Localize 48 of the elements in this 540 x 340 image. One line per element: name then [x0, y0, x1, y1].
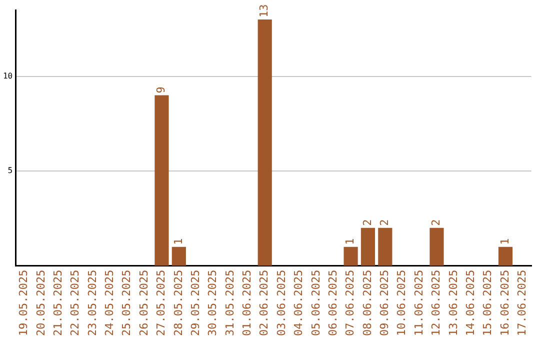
y-tick-label: 10 [2, 71, 13, 80]
x-tick-label: 23.05.2025 [86, 270, 99, 336]
x-tick-label: 04.06.2025 [292, 270, 306, 336]
x-tick-label: 26.05.2025 [137, 270, 150, 336]
data-label: 1 [498, 238, 512, 245]
x-tick-label: 08.06.2025 [360, 270, 374, 336]
x-tick-label: 25.05.2025 [120, 270, 134, 336]
x-tick-label: 03.06.2025 [274, 270, 288, 336]
x-tick-label: 30.05.2025 [206, 270, 220, 336]
bar [378, 228, 392, 266]
x-tick-label: 09.06.2025 [378, 270, 392, 336]
x-tick-label: 29.05.2025 [188, 270, 202, 336]
x-tick-label: 13.06.2025 [446, 270, 460, 336]
x-tick-label: 02.06.2025 [258, 270, 271, 336]
x-tick-label: 14.06.2025 [464, 270, 477, 336]
x-tick-label: 27.05.2025 [154, 270, 168, 336]
x-tick-label: 21.05.2025 [51, 270, 64, 336]
x-tick-label: 12.06.2025 [430, 270, 443, 336]
bar [344, 246, 358, 266]
bar [430, 228, 444, 266]
x-tick-label: 17.06.2025 [516, 270, 529, 336]
x-tick-label: 22.05.2025 [68, 270, 82, 336]
data-label: 1 [172, 238, 185, 245]
bar [154, 95, 169, 266]
x-tick-label: 01.06.2025 [240, 270, 254, 336]
x-tick-label: 10.06.2025 [395, 270, 408, 336]
data-label: 2 [360, 219, 374, 226]
data-label: 2 [378, 219, 392, 226]
bar [172, 246, 186, 266]
bar [498, 246, 513, 266]
x-tick-label: 06.06.2025 [326, 270, 340, 336]
x-tick-label: 16.06.2025 [498, 270, 512, 336]
x-tick-label: 19.05.2025 [17, 270, 30, 336]
x-tick-label: 15.06.2025 [481, 270, 494, 336]
y-tick-label: 5 [8, 166, 13, 176]
data-label: 1 [344, 238, 357, 245]
x-tick-label: 05.06.2025 [309, 270, 322, 336]
data-label: 2 [430, 219, 443, 226]
data-label: 9 [154, 86, 168, 94]
x-tick-label: 24.05.2025 [103, 270, 116, 336]
x-tick-label: 11.06.2025 [412, 270, 426, 336]
bar [360, 228, 376, 266]
x-tick-label: 31.05.2025 [223, 270, 236, 336]
x-tick-label: 20.05.2025 [34, 270, 48, 336]
x-tick-label: 28.05.2025 [172, 270, 185, 336]
x-tick-label: 07.06.2025 [344, 270, 357, 336]
bar [258, 19, 272, 266]
data-label: 13 [258, 4, 271, 18]
